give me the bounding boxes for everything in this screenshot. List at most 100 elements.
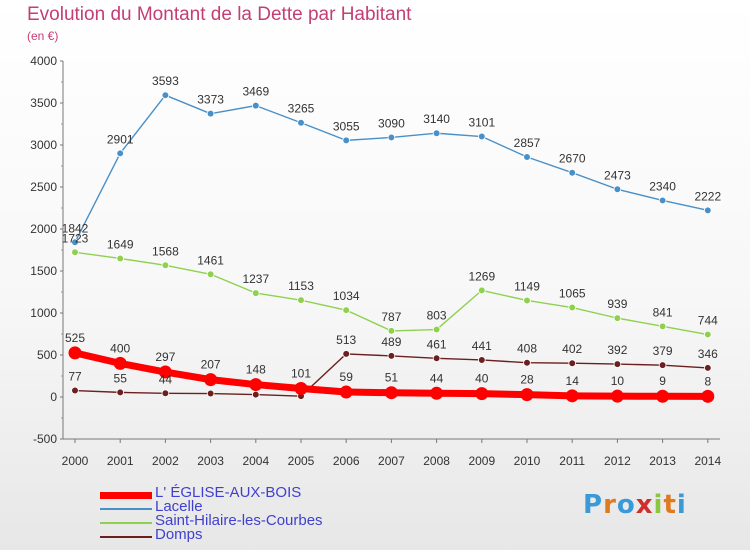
data-label: 1649 <box>107 237 134 251</box>
data-point <box>204 373 218 387</box>
x-tick-label: 2010 <box>514 454 541 468</box>
legend-swatch <box>100 491 152 499</box>
data-point <box>116 388 124 397</box>
y-tick-label: -500 <box>33 432 57 446</box>
data-point <box>113 356 127 370</box>
data-label: 402 <box>562 342 582 356</box>
data-point <box>568 168 576 177</box>
x-tick-label: 2001 <box>107 454 134 468</box>
data-label: 2857 <box>514 136 541 150</box>
data-label: 59 <box>340 370 354 384</box>
data-point <box>701 389 715 403</box>
data-point <box>387 327 396 335</box>
data-label: 2340 <box>649 179 676 193</box>
data-point <box>523 153 531 161</box>
data-point <box>252 101 260 110</box>
data-point <box>116 254 124 263</box>
data-label: 3373 <box>197 93 224 107</box>
logo-letter: i <box>676 490 687 520</box>
data-point <box>206 109 215 118</box>
data-point <box>387 133 396 142</box>
data-point <box>342 136 351 145</box>
data-point <box>568 359 576 368</box>
data-label: 297 <box>155 350 175 364</box>
data-point <box>297 296 305 304</box>
data-point <box>116 149 124 158</box>
data-label: 3101 <box>468 116 495 130</box>
data-point <box>252 289 260 297</box>
data-point <box>610 389 624 403</box>
logo-letter: o <box>616 490 636 520</box>
data-label: 379 <box>653 344 673 358</box>
data-point <box>703 206 712 215</box>
data-label: 3593 <box>152 74 179 88</box>
x-tick-label: 2003 <box>197 454 224 468</box>
logo-letter: x <box>635 490 654 520</box>
series-layer <box>68 91 715 403</box>
proxiti-logo: Proxiti <box>583 490 687 520</box>
x-tick-label: 2004 <box>242 454 269 468</box>
legend-swatch <box>100 536 152 538</box>
data-point <box>432 325 441 334</box>
data-label: 441 <box>472 339 492 353</box>
x-tick-label: 2008 <box>423 454 450 468</box>
data-point <box>613 360 622 368</box>
data-label: 207 <box>201 358 221 372</box>
x-tick-label: 2011 <box>559 454 585 468</box>
data-label: 8 <box>704 374 711 388</box>
data-label: 3140 <box>423 112 450 126</box>
data-label: 1269 <box>468 269 495 283</box>
legend-label: Domps <box>155 526 203 543</box>
data-point <box>475 387 489 401</box>
data-point <box>71 238 79 247</box>
data-label: 148 <box>246 363 266 377</box>
data-label: 408 <box>517 342 537 356</box>
y-tick-label: 0 <box>50 390 57 404</box>
data-point <box>161 389 170 398</box>
data-label: 3469 <box>242 85 269 99</box>
data-label: 3055 <box>333 119 360 133</box>
data-point <box>342 350 351 358</box>
data-point <box>477 286 486 295</box>
legend-label: L' ÉGLISE-AUX-BOIS <box>155 484 302 501</box>
data-label: 3090 <box>378 116 405 130</box>
logo-letter: r <box>603 490 617 520</box>
data-point <box>703 330 712 339</box>
data-label: 787 <box>381 310 401 324</box>
data-point <box>342 306 351 314</box>
data-label: 400 <box>110 341 130 355</box>
data-label: 1723 <box>62 231 89 245</box>
data-point <box>656 389 670 403</box>
data-point <box>613 185 622 194</box>
data-point <box>613 314 622 322</box>
data-label: 1149 <box>514 279 540 293</box>
data-label: 101 <box>291 367 311 381</box>
x-tick-label: 2009 <box>468 454 495 468</box>
data-point <box>387 352 396 360</box>
data-label: 44 <box>159 372 173 386</box>
data-point <box>432 129 441 138</box>
data-point <box>477 356 486 364</box>
y-tick-label: 2000 <box>30 222 57 236</box>
data-point <box>339 385 353 399</box>
data-label: 44 <box>430 371 444 385</box>
data-label: 14 <box>566 374 580 388</box>
data-label: 2473 <box>604 168 631 182</box>
data-label: 2901 <box>107 132 134 146</box>
y-tick-label: 4000 <box>30 54 57 68</box>
data-label: 392 <box>607 343 627 357</box>
data-label: 3265 <box>288 102 315 116</box>
data-point <box>477 132 486 141</box>
data-label: 77 <box>68 370 82 384</box>
data-point <box>658 361 667 369</box>
data-label: 10 <box>611 374 625 388</box>
data-label: 461 <box>427 337 447 351</box>
data-point <box>568 303 576 312</box>
y-tick-label: 3000 <box>30 138 57 152</box>
x-tick-label: 2000 <box>62 454 89 468</box>
data-point <box>71 248 79 257</box>
data-label: 939 <box>607 297 627 311</box>
logo-letter: P <box>583 490 604 520</box>
